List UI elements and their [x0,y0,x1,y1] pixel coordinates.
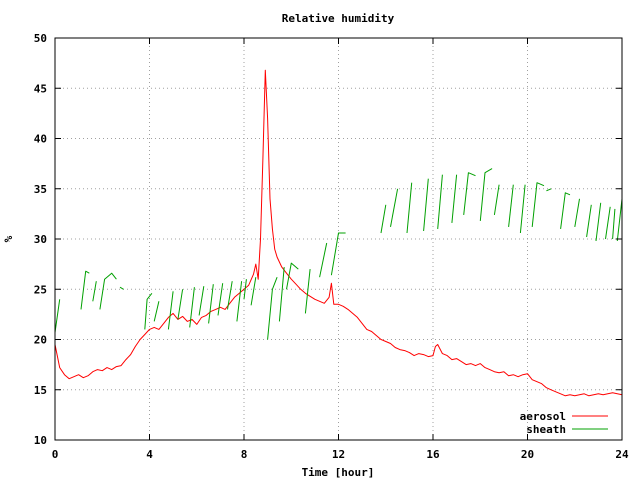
series-line-sheath [616,198,623,242]
x-tick-label: 24 [615,448,629,461]
series-line-aerosol [54,69,623,397]
series-line-sheath [236,281,243,322]
series-line-sheath [451,174,458,223]
series-line-sheath [330,232,346,276]
y-tick-label: 20 [34,334,47,347]
series-line-sheath [493,184,500,215]
legend: aerosol sheath [520,410,608,436]
series-line-sheath [278,267,285,322]
series-line-sheath [319,242,328,278]
series-line-sheath [531,182,545,227]
y-tick-label: 25 [34,283,47,296]
series-line-sheath [208,284,214,324]
series-line-sheath [153,301,160,322]
series-line-sheath [167,291,174,330]
series-line-sheath [80,270,90,310]
x-tick-label: 4 [146,448,153,461]
y-tick-label: 30 [34,233,47,246]
series-line-sheath [574,198,580,227]
series-line-sheath [250,277,257,306]
series-line-sheath [605,206,611,240]
series-line-sheath [546,188,552,192]
series-line-sheath [198,286,205,316]
series-line-sheath [586,204,592,238]
series-line-sheath [437,174,443,229]
series-line-sheath [119,286,124,290]
y-tick-label: 40 [34,133,47,146]
series-line-sheath [508,184,514,227]
series-line-sheath [99,272,117,310]
series-line-sheath [189,287,195,328]
series-line-sheath [406,182,413,234]
series-line-sheath [177,289,184,320]
y-axis-label: % [2,235,15,242]
x-axis-label: Time [hour] [302,466,375,479]
series-line-sheath [560,192,571,229]
chart-title: Relative humidity [282,12,395,25]
x-tick-label: 8 [241,448,248,461]
grid-layer [55,38,622,440]
y-tick-label: 15 [34,384,47,397]
series-line-sheath [595,202,602,242]
y-tick-label: 35 [34,183,47,196]
tick-labels-layer: 0 4 8 12 16 20 24 10 15 20 25 30 35 40 45 50 [34,32,629,461]
x-tick-label: 16 [426,448,440,461]
series-line-sheath [479,168,493,221]
x-tick-label: 0 [52,448,59,461]
series-line-sheath [217,283,224,316]
series-line-sheath [286,262,299,290]
series-line-sheath [380,204,387,234]
legend-label-sheath: sheath [526,423,566,436]
y-tick-label: 50 [34,32,47,45]
x-tick-label: 20 [521,448,534,461]
series-line-sheath [54,299,61,333]
y-tick-label: 45 [34,82,47,95]
series-line-sheath [243,279,247,300]
series-line-sheath [423,178,429,232]
series-line-sheath [227,281,233,310]
series-line-sheath [463,172,476,215]
ticks-layer [54,37,623,441]
series-line-sheath [144,292,153,330]
x-tick-label: 12 [332,448,345,461]
series-line-sheath [267,277,278,340]
series-line-sheath [390,188,399,227]
series-line-sheath [92,281,97,302]
series-line-sheath [612,208,616,240]
legend-label-aerosol: aerosol [520,410,566,423]
series-line-sheath [519,184,526,234]
y-tick-label: 10 [34,434,47,447]
series-layer [54,69,623,397]
series-line-sheath [304,269,311,314]
